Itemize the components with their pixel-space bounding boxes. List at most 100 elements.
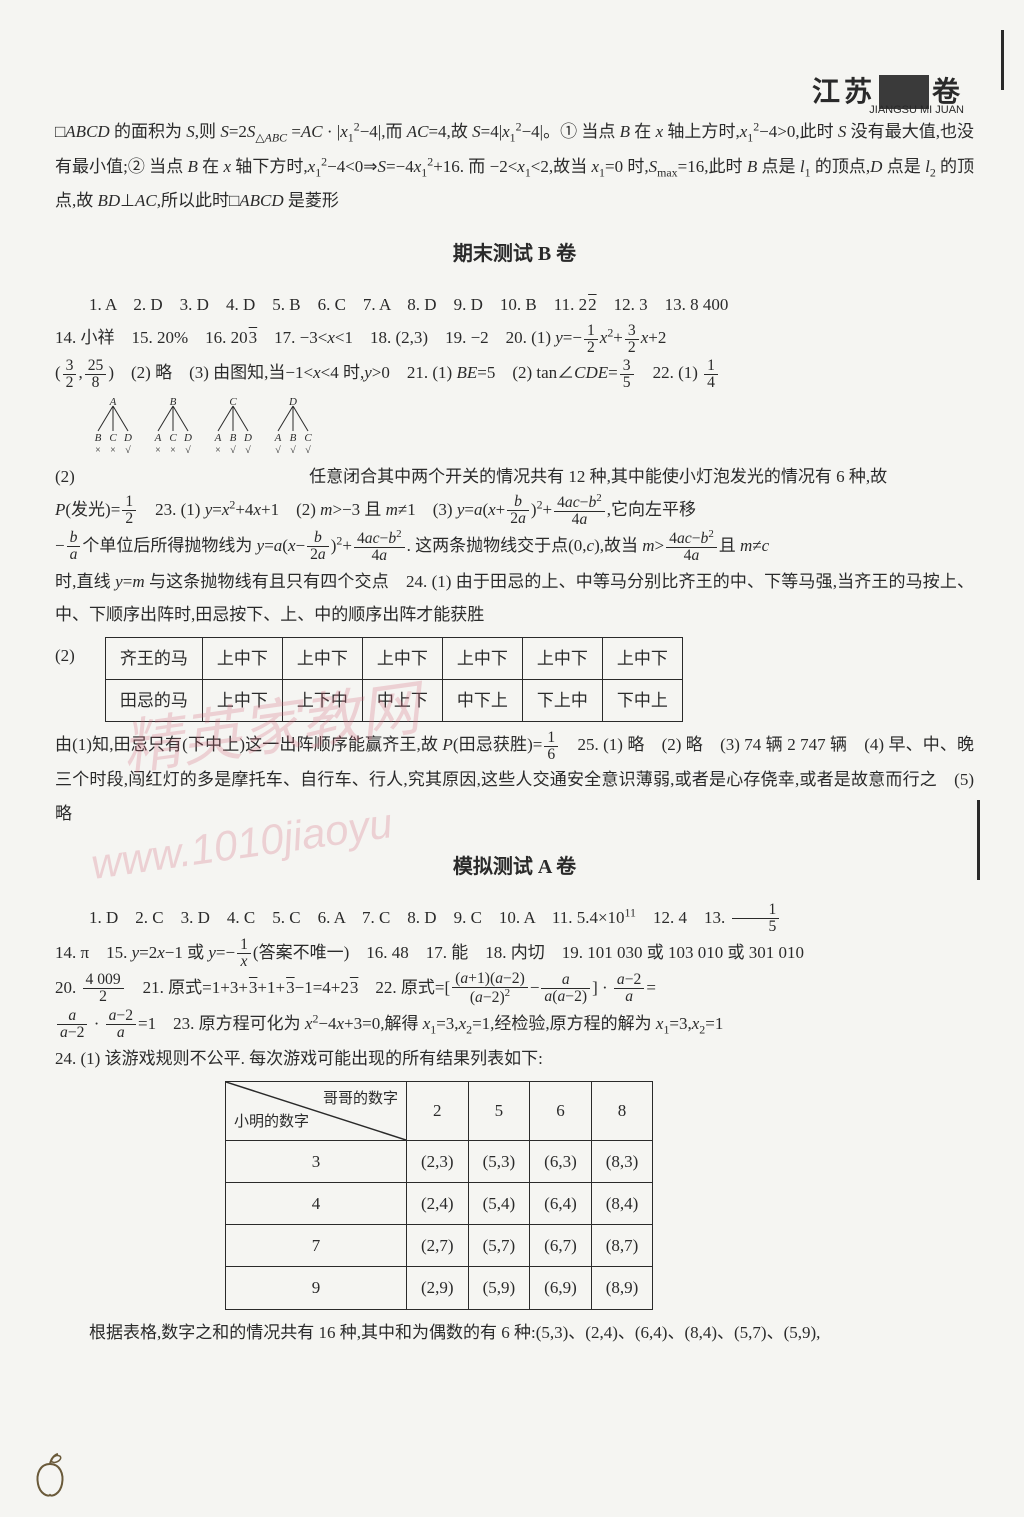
cell: (6,4) — [530, 1183, 592, 1225]
cell: (6,9) — [530, 1267, 592, 1309]
b-q22-23: P(发光)=12 23. (1) y=x2+4x+1 (2) m>−3 且 m≠… — [55, 493, 974, 529]
cell: 下上中 — [522, 680, 602, 722]
svg-text:×: × — [110, 445, 116, 456]
svg-text:C: C — [169, 432, 177, 444]
table-row: 田忌的马 上中下 上下中 中上下 中下上 下上中 下中上 — [105, 680, 682, 722]
svg-text:√: √ — [245, 445, 251, 456]
a-answers-1: 1. D 2. C 3. D 4. C 5. C 6. A 7. C 8. D … — [55, 901, 974, 936]
b-q22-2: (2) 任意闭合其中两个开关的情况共有 12 种,其中能使小灯泡发光的情况有 6… — [55, 460, 974, 493]
brand-left: 江苏 — [812, 77, 876, 108]
cell: (5,7) — [468, 1225, 530, 1267]
cell: 上中下 — [282, 638, 362, 680]
svg-text:A: A — [214, 432, 222, 444]
svg-text:B: B — [230, 432, 237, 444]
table-row: 4 (2,4) (5,4) (6,4) (8,4) — [226, 1183, 653, 1225]
b-answers-3: (32,258) (2) 略 (3) 由图知,当−1<x<4 时,y>0 21.… — [55, 356, 974, 391]
game-outcome-table: 哥哥的数字 小明的数字 2 5 6 8 3 (2,3) (5,3) (6,3) … — [225, 1081, 653, 1310]
svg-text:C: C — [304, 432, 312, 444]
cell: (5,9) — [468, 1267, 530, 1309]
cell: (6,7) — [530, 1225, 592, 1267]
cell: (8,3) — [591, 1141, 653, 1183]
b-q24-after: 由(1)知,田忌只有(下中上)这一出阵顺序能赢齐王,故 P(田忌获胜)=16 2… — [55, 728, 974, 829]
a-answers-4: aa−2 · a−2a=1 23. 原方程可化为 x2−4x+3=0,解得 x1… — [55, 1007, 974, 1042]
col-header: 5 — [468, 1082, 530, 1141]
a-answers-2: 14. π 15. y=2x−1 或 y=−1x(答案不唯一) 16. 48 1… — [55, 936, 974, 971]
cell: 上下中 — [282, 680, 362, 722]
b-answers-1: 1. A 2. D 3. D 4. D 5. B 6. C 7. A 8. D … — [55, 288, 974, 321]
apple-icon — [30, 1449, 70, 1499]
cell: 上中下 — [602, 638, 682, 680]
svg-text:D: D — [288, 398, 297, 408]
table-row: 3 (2,3) (5,3) (6,3) (8,3) — [226, 1141, 653, 1183]
table-row: 哥哥的数字 小明的数字 2 5 6 8 — [226, 1082, 653, 1141]
b-q23-24: 时,直线 y=m 与这条抛物线有且只有四个交点 24. (1) 由于田忌的上、中… — [55, 565, 974, 631]
diag-bottom-label: 小明的数字 — [234, 1108, 309, 1137]
cell: (2,3) — [407, 1141, 469, 1183]
cell: 上中下 — [442, 638, 522, 680]
horse-race-table: 齐王的马 上中下 上中下 上中下 上中下 上中下 上中下 田忌的马 上中下 上下… — [105, 637, 683, 722]
svg-text:×: × — [170, 445, 176, 456]
cell: 下中上 — [602, 680, 682, 722]
svg-text:×: × — [155, 445, 161, 456]
svg-text:√: √ — [275, 445, 281, 456]
cell: (2,9) — [407, 1267, 469, 1309]
scan-edge-mark — [1001, 30, 1004, 90]
svg-text:√: √ — [290, 445, 296, 456]
row-header: 7 — [226, 1225, 407, 1267]
col-header: 8 — [591, 1082, 653, 1141]
svg-text:B: B — [290, 432, 297, 444]
b-answers-2: 14. 小祥 15. 20% 16. 203 17. −3<x<1 18. (2… — [55, 321, 974, 356]
svg-text:C: C — [109, 432, 117, 444]
table-row: 9 (2,9) (5,9) (6,9) (8,9) — [226, 1267, 653, 1309]
brand-subtitle: JIANGSU MI JUAN — [869, 104, 964, 116]
svg-text:D: D — [183, 432, 192, 444]
svg-text:A: A — [274, 432, 282, 444]
svg-text:×: × — [95, 445, 101, 456]
b-q23-cont: −ba个单位后所得抛物线为 y=a(x−b2a)2+4ac−b24a. 这两条抛… — [55, 529, 974, 565]
cell: (5,3) — [468, 1141, 530, 1183]
row-header: 4 — [226, 1183, 407, 1225]
svg-text:√: √ — [305, 445, 311, 456]
top-explanation: □ABCD 的面积为 S,则 S=2S△ABC =AC · |x12−4|,而 … — [55, 115, 974, 217]
cell: 中下上 — [442, 680, 522, 722]
cell: 田忌的马 — [105, 680, 202, 722]
table24-label: (2) — [55, 639, 75, 672]
row-header: 9 — [226, 1267, 407, 1309]
a-footer: 根据表格,数字之和的情况共有 16 种,其中和为偶数的有 6 种:(5,3)、(… — [55, 1316, 974, 1349]
scan-edge-mark-2 — [977, 800, 980, 880]
diag-top-label: 哥哥的数字 — [323, 1085, 398, 1114]
svg-text:A: A — [154, 432, 162, 444]
table-row: 7 (2,7) (5,7) (6,7) (8,7) — [226, 1225, 653, 1267]
svg-text:×: × — [215, 445, 221, 456]
svg-text:B: B — [95, 432, 102, 444]
cell: 上中下 — [362, 638, 442, 680]
svg-text:√: √ — [185, 445, 191, 456]
a-q24-intro: 24. (1) 该游戏规则不公平. 每次游戏可能出现的所有结果列表如下: — [55, 1042, 974, 1075]
svg-text:B: B — [170, 398, 177, 408]
col-header: 6 — [530, 1082, 592, 1141]
svg-text:√: √ — [230, 445, 236, 456]
cell: 上中下 — [522, 638, 602, 680]
page-content: □ABCD 的面积为 S,则 S=2S△ABC =AC · |x12−4|,而 … — [0, 0, 1024, 1389]
svg-text:√: √ — [125, 445, 131, 456]
svg-text:D: D — [243, 432, 252, 444]
cell: (2,7) — [407, 1225, 469, 1267]
svg-text:C: C — [229, 398, 237, 408]
cell: (6,3) — [530, 1141, 592, 1183]
section-b-title: 期末测试 B 卷 — [55, 235, 974, 274]
cell: 中上下 — [362, 680, 442, 722]
cell: 齐王的马 — [105, 638, 202, 680]
cell: (2,4) — [407, 1183, 469, 1225]
cell: (8,9) — [591, 1267, 653, 1309]
svg-text:D: D — [123, 432, 132, 444]
cell: (8,7) — [591, 1225, 653, 1267]
col-header: 2 — [407, 1082, 469, 1141]
cell: (5,4) — [468, 1183, 530, 1225]
diag-header-cell: 哥哥的数字 小明的数字 — [226, 1082, 407, 1141]
row-header: 3 — [226, 1141, 407, 1183]
table-row: 齐王的马 上中下 上中下 上中下 上中下 上中下 上中下 — [105, 638, 682, 680]
svg-text:A: A — [109, 398, 117, 408]
cell: 上中下 — [202, 638, 282, 680]
cell: 上中下 — [202, 680, 282, 722]
a-answers-3: 20. 4 0092 21. 原式=1+3+3+1+3−1=4+23 22. 原… — [55, 971, 974, 1007]
